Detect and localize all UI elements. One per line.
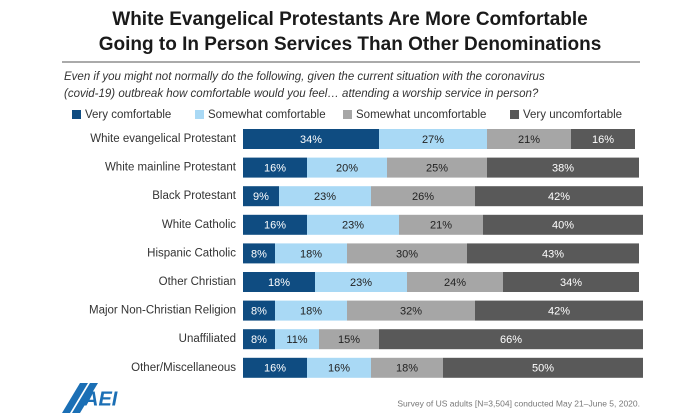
category-label: White Catholic: [162, 219, 236, 231]
bar-segment: [483, 214, 643, 235]
bar-segment: [487, 157, 639, 178]
bar-segment: [571, 129, 635, 149]
data-label: 11%: [286, 334, 307, 346]
bar-segment: [347, 300, 475, 321]
legend-swatch: [510, 110, 519, 119]
bar-segment: [243, 357, 307, 378]
category-label: White mainline Protestant: [105, 162, 237, 174]
bar-segment: [243, 129, 379, 149]
data-label: 18%: [300, 248, 322, 260]
data-label: 15%: [338, 334, 360, 346]
legend-label: Very comfortable: [85, 109, 171, 121]
data-label: 24%: [444, 277, 466, 289]
category-label: Other/Miscellaneous: [131, 362, 236, 374]
bar-segment: [315, 272, 407, 292]
category-label: Unaffiliated: [179, 333, 236, 345]
data-label: 16%: [328, 363, 350, 375]
bar-segment: [319, 329, 379, 350]
bar-segment: [379, 329, 643, 350]
data-label: 40%: [552, 220, 574, 232]
bar-segment: [503, 272, 639, 292]
legend-label: Very uncomfortable: [523, 109, 622, 121]
bar-segment: [279, 186, 371, 207]
bar-segment: [399, 214, 483, 235]
data-label: 16%: [264, 363, 286, 375]
source-note: Survey of US adults [N=3,504] conducted …: [397, 398, 640, 408]
bar-segment: [275, 329, 319, 350]
data-label: 18%: [300, 306, 322, 318]
category-label: Black Protestant: [152, 190, 237, 202]
data-label: 32%: [400, 306, 422, 318]
chart-title: Going to In Person Services Than Other D…: [99, 34, 602, 55]
bar-segment: [243, 214, 307, 235]
bar-segment: [243, 329, 275, 350]
bar-segment: [307, 157, 387, 178]
data-label: 18%: [268, 277, 290, 289]
data-label: 21%: [518, 134, 540, 146]
bar-segment: [371, 186, 475, 207]
data-label: 66%: [500, 334, 522, 346]
legend-swatch: [343, 110, 352, 119]
bar-segment: [307, 357, 371, 378]
bar-segment: [243, 157, 307, 178]
data-label: 16%: [264, 163, 286, 175]
data-label: 26%: [412, 191, 434, 203]
bar-segment: [443, 357, 643, 378]
bar-segment: [475, 186, 643, 207]
legend-swatch: [72, 110, 81, 119]
data-label: 8%: [251, 334, 267, 346]
data-label: 50%: [532, 363, 554, 375]
data-label: 21%: [430, 220, 452, 232]
data-label: 16%: [264, 220, 286, 232]
data-label: 9%: [253, 191, 269, 203]
bar-segment: [275, 300, 347, 321]
category-label: Hispanic Catholic: [147, 247, 236, 259]
data-label: 34%: [560, 277, 582, 289]
data-label: 23%: [342, 220, 364, 232]
legend-swatch: [195, 110, 204, 119]
data-label: 23%: [314, 191, 336, 203]
bar-segment: [467, 243, 639, 264]
bar-segment: [347, 243, 467, 264]
bar-segment: [243, 272, 315, 292]
bar-segment: [243, 300, 275, 321]
category-label: White evangelical Protestant: [90, 133, 237, 145]
category-label: Major Non-Christian Religion: [89, 305, 236, 317]
data-label: 8%: [251, 306, 267, 318]
data-label: 34%: [300, 134, 322, 146]
legend-label: Somewhat uncomfortable: [356, 109, 486, 121]
data-label: 38%: [552, 163, 574, 175]
bar-segment: [275, 243, 347, 264]
bar-segment: [243, 186, 279, 207]
bar-segment: [407, 272, 503, 292]
bar-segment: [307, 214, 399, 235]
data-label: 25%: [426, 163, 448, 175]
category-label: Other Christian: [159, 276, 236, 288]
bar-segment: [243, 243, 275, 264]
bar-segment: [371, 357, 443, 378]
data-label: 43%: [542, 248, 564, 260]
data-label: 20%: [336, 163, 358, 175]
bar-segment: [387, 157, 487, 178]
data-label: 8%: [251, 248, 267, 260]
subtitle: Even if you might not normally do the fo…: [64, 71, 545, 83]
bar-segment: [487, 129, 571, 149]
bar-segment: [475, 300, 643, 321]
data-label: 23%: [350, 277, 372, 289]
logo: AEI: [62, 383, 118, 413]
logo-text: AEI: [83, 388, 118, 410]
data-label: 27%: [422, 134, 444, 146]
data-label: 30%: [396, 248, 418, 260]
data-label: 42%: [548, 191, 570, 203]
legend-label: Somewhat comfortable: [208, 109, 326, 121]
subtitle: (covid-19) outbreak how comfortable woul…: [64, 88, 539, 100]
data-label: 18%: [396, 363, 418, 375]
bar-segment: [379, 129, 487, 149]
chart-title: White Evangelical Protestants Are More C…: [112, 9, 587, 30]
data-label: 16%: [592, 134, 614, 146]
data-label: 42%: [548, 306, 570, 318]
